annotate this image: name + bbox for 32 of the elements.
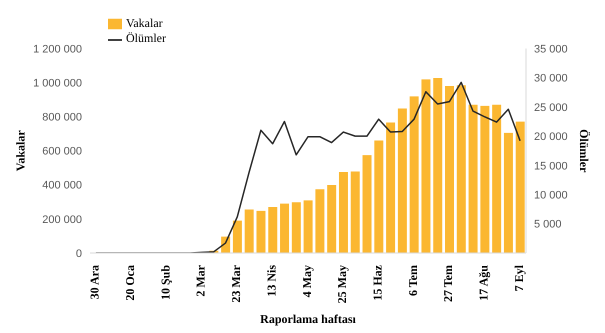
x-tick-label: 4 May [300, 265, 314, 298]
y2-tick-label: 30 000 [534, 72, 568, 85]
y-tick-label: 0 [76, 248, 82, 260]
y2-tick-label: 20 000 [534, 131, 568, 144]
x-tick-label: 25 May [335, 265, 350, 304]
y2-tick-label: 35 000 [534, 43, 568, 56]
x-tick-label: 30 Ara [88, 265, 102, 300]
y2-tick-label: 15 000 [534, 160, 568, 172]
x-tick-label: 7 Eyl [512, 264, 526, 292]
x-tick-label: 27 Tem [441, 265, 456, 302]
y-tick-label: 1 200 000 [33, 43, 82, 56]
y2-tick-label: 5 000 [534, 218, 562, 231]
x-tick-label: 6 Tem [406, 265, 420, 296]
legend-label: Vakalar [126, 16, 163, 30]
x-tick-label: 15 Haz [370, 264, 384, 301]
x-tick-label: 13 Nis [264, 264, 278, 297]
x-tick-label: 20 Oca [122, 265, 137, 301]
y2-tick-label: 10 000 [534, 189, 568, 202]
y-tick-label: 600 000 [42, 146, 82, 158]
legend-label: Ölümler [126, 31, 166, 46]
y2-axis-title: Ölümler [576, 129, 591, 174]
x-tick-label: 2 Mar [194, 264, 208, 297]
y-axis-title: Vakalar [13, 130, 28, 172]
y-tick-label: 1 000 000 [33, 77, 82, 90]
y-tick-label: 800 000 [42, 112, 82, 124]
y-tick-label: 400 000 [42, 180, 82, 192]
x-axis-title: Raporlama haftası [260, 312, 356, 326]
y2-tick-label: 25 000 [534, 102, 568, 114]
x-tick-label: 10 Şub [158, 264, 172, 300]
x-tick-label: 23 Mar [229, 264, 244, 303]
y-tick-label: 200 000 [42, 214, 82, 226]
x-tick-label: 17 Ağu [476, 264, 491, 301]
